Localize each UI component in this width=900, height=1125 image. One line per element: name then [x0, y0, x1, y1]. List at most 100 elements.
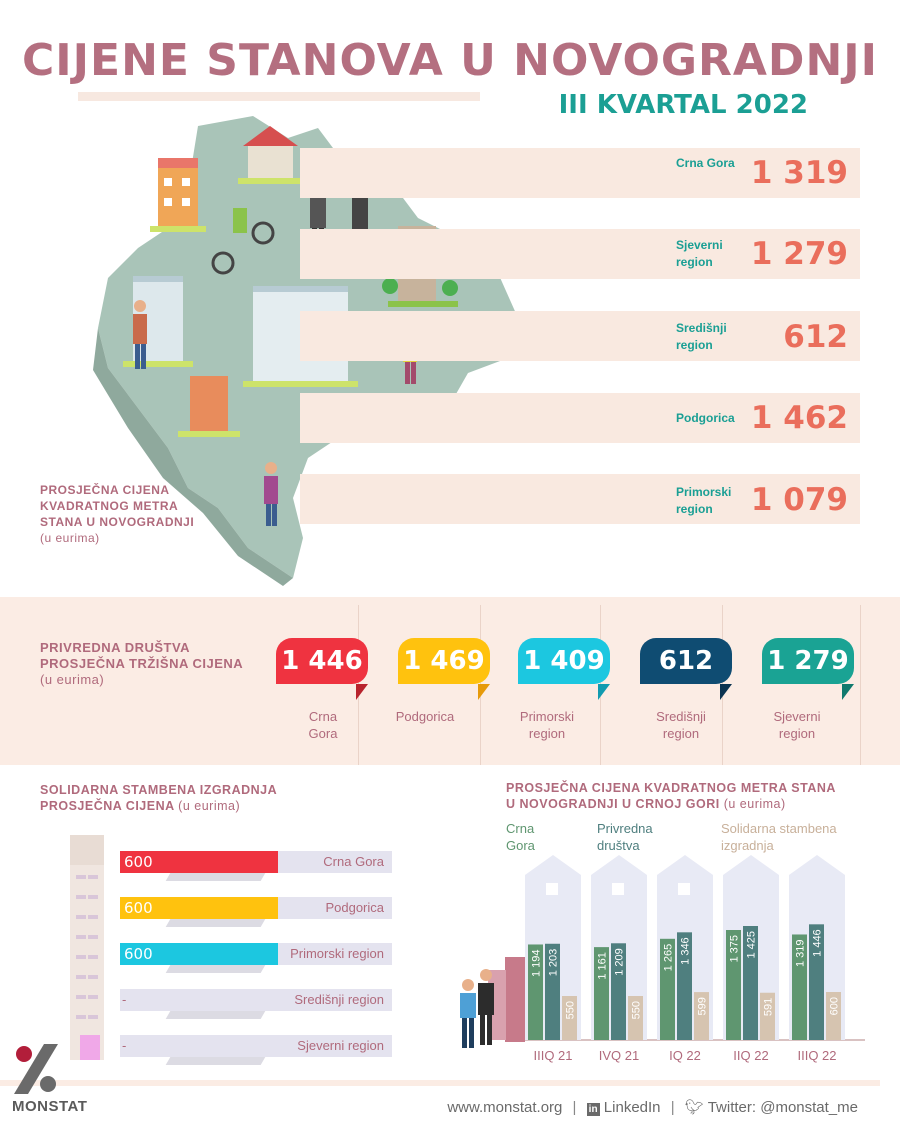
bar [594, 947, 609, 1040]
map-caption: PROSJEČNA CIJENA KVADRATNOG METRA STANA … [40, 483, 195, 545]
twitter-link[interactable]: Twitter: @monstat_me [707, 1099, 858, 1116]
company-price-tag: 1 469 [398, 638, 490, 684]
solidarity-bar [120, 897, 278, 919]
region-value: 612 [783, 319, 848, 355]
bar [743, 926, 758, 1040]
divider [860, 605, 861, 765]
person-icon [133, 300, 147, 369]
bar [826, 992, 841, 1040]
bar-value-label: 600 [829, 997, 841, 1015]
bar-value-label: 1 161 [597, 952, 609, 980]
cyclist-icon [211, 208, 275, 275]
bar [528, 944, 543, 1040]
bar-value-label: 1 203 [548, 949, 560, 977]
person-icon [264, 462, 278, 526]
tag-fold [720, 684, 732, 700]
tag-fold [356, 684, 368, 700]
company-price-tag: 1 446 [276, 638, 368, 684]
solidarity-row-bg [120, 1035, 392, 1057]
solidarity-value: - [122, 992, 127, 1007]
bar-value-label: 1 319 [795, 939, 807, 967]
region-band [300, 311, 860, 361]
bar-value-label: 550 [565, 1001, 577, 1019]
page-subtitle: III KVARTAL 2022 [558, 90, 808, 120]
solidarity-label: Podgorica [325, 900, 384, 915]
page-title: CIJENE STANOVA U NOVOGRADNJI [21, 35, 879, 86]
bar-value-label: 1 346 [680, 937, 692, 965]
solidarity-value: 600 [124, 853, 153, 871]
bar-value-label: 1 446 [812, 929, 824, 957]
window-icon [546, 883, 558, 895]
company-price-tag: 1 409 [518, 638, 610, 684]
region-value: 1 079 [750, 482, 848, 518]
window-icon [612, 883, 624, 895]
bar-value-label: 591 [763, 998, 775, 1016]
quarterly-bar-chart: 1 194 1 203 550 1 161 1 209 550 1 265 1 346 599 1… [460, 855, 865, 1063]
solidarity-bar [120, 943, 278, 965]
region-name: Podgorica [676, 411, 735, 425]
website-link[interactable]: www.monstat.org [447, 1099, 563, 1116]
region-value: 1 319 [750, 155, 848, 191]
company-label: Sjeverni region [773, 709, 821, 741]
bar-value-label: 1 375 [729, 935, 741, 963]
company-label: Podgorica [395, 709, 455, 724]
company-price-tag: 1 279 [762, 638, 854, 684]
window-icon [678, 883, 690, 895]
bar-value-label: 1 265 [663, 944, 675, 972]
bar [694, 992, 709, 1040]
tag-fold [842, 684, 854, 700]
bar [628, 996, 643, 1040]
company-label: Crna Gora [308, 709, 338, 741]
x-tick-label: IVQ 21 [599, 1048, 639, 1063]
region-band [300, 148, 860, 198]
region-band [300, 474, 860, 524]
bar [809, 924, 824, 1040]
solidarity-label: Primorski region [290, 946, 384, 961]
solidarity-label: Sjeverni region [297, 1038, 384, 1053]
bar-shadow [165, 965, 266, 973]
legend-item: Privredna društva [597, 821, 653, 853]
region-name: Crna Gora [676, 156, 735, 170]
solidarity-value: 600 [124, 945, 153, 963]
legend-item: Crna Gora [506, 821, 535, 853]
linkedin-link[interactable]: LinkedIn [603, 1099, 661, 1116]
chart-caption: PROSJEČNA CIJENA KVADRATNOG METRA STANA … [506, 781, 836, 811]
bar-value-label: 1 209 [614, 948, 626, 976]
solidarity-value: - [122, 1038, 127, 1053]
building-icon [178, 376, 240, 437]
bar [726, 930, 741, 1040]
tag-fold [598, 684, 610, 700]
bar-shadow [165, 919, 266, 927]
company-price-tag: 612 [640, 638, 732, 684]
bar [760, 992, 775, 1040]
legend-item: Solidarna stambena izgradnja [721, 821, 837, 853]
x-tick-label: IIQ 22 [733, 1048, 768, 1063]
monstat-logo-icon [14, 1044, 58, 1094]
bar-shadow [165, 1057, 266, 1065]
region-name: Središnji region [676, 321, 727, 352]
twitter-icon: 🐦︎ [684, 1099, 704, 1116]
bar [677, 932, 692, 1040]
bar-value-label: 550 [631, 1001, 643, 1019]
solidarity-bar [120, 851, 278, 873]
bar-value-label: 1 194 [531, 949, 543, 977]
solidarity-label: Crna Gora [323, 854, 384, 869]
region-name: Primorski region [676, 485, 732, 516]
x-tick-label: IIIQ 22 [797, 1048, 836, 1063]
bar-shadow [165, 1011, 266, 1019]
building-icon [150, 158, 206, 232]
x-tick-label: IQ 22 [669, 1048, 701, 1063]
bar [562, 996, 577, 1040]
footer-links: www.monstat.org | in LinkedIn | 🐦︎ Twitt… [447, 1099, 858, 1116]
linkedin-icon: in [586, 1103, 600, 1116]
region-value: 1 279 [750, 236, 848, 272]
building-stripe-illustration [70, 835, 104, 1060]
region-value: 1 462 [750, 400, 848, 436]
bar [611, 943, 626, 1040]
solidarity-caption: SOLIDARNA STAMBENA IZGRADNJA PROSJEČNA C… [40, 783, 278, 813]
company-label: Središnji region [656, 709, 706, 741]
company-label: Primorski region [519, 709, 575, 741]
bar-value-label: 1 425 [746, 931, 758, 959]
bar-value-label: 599 [697, 997, 709, 1015]
house-icon [238, 126, 303, 184]
